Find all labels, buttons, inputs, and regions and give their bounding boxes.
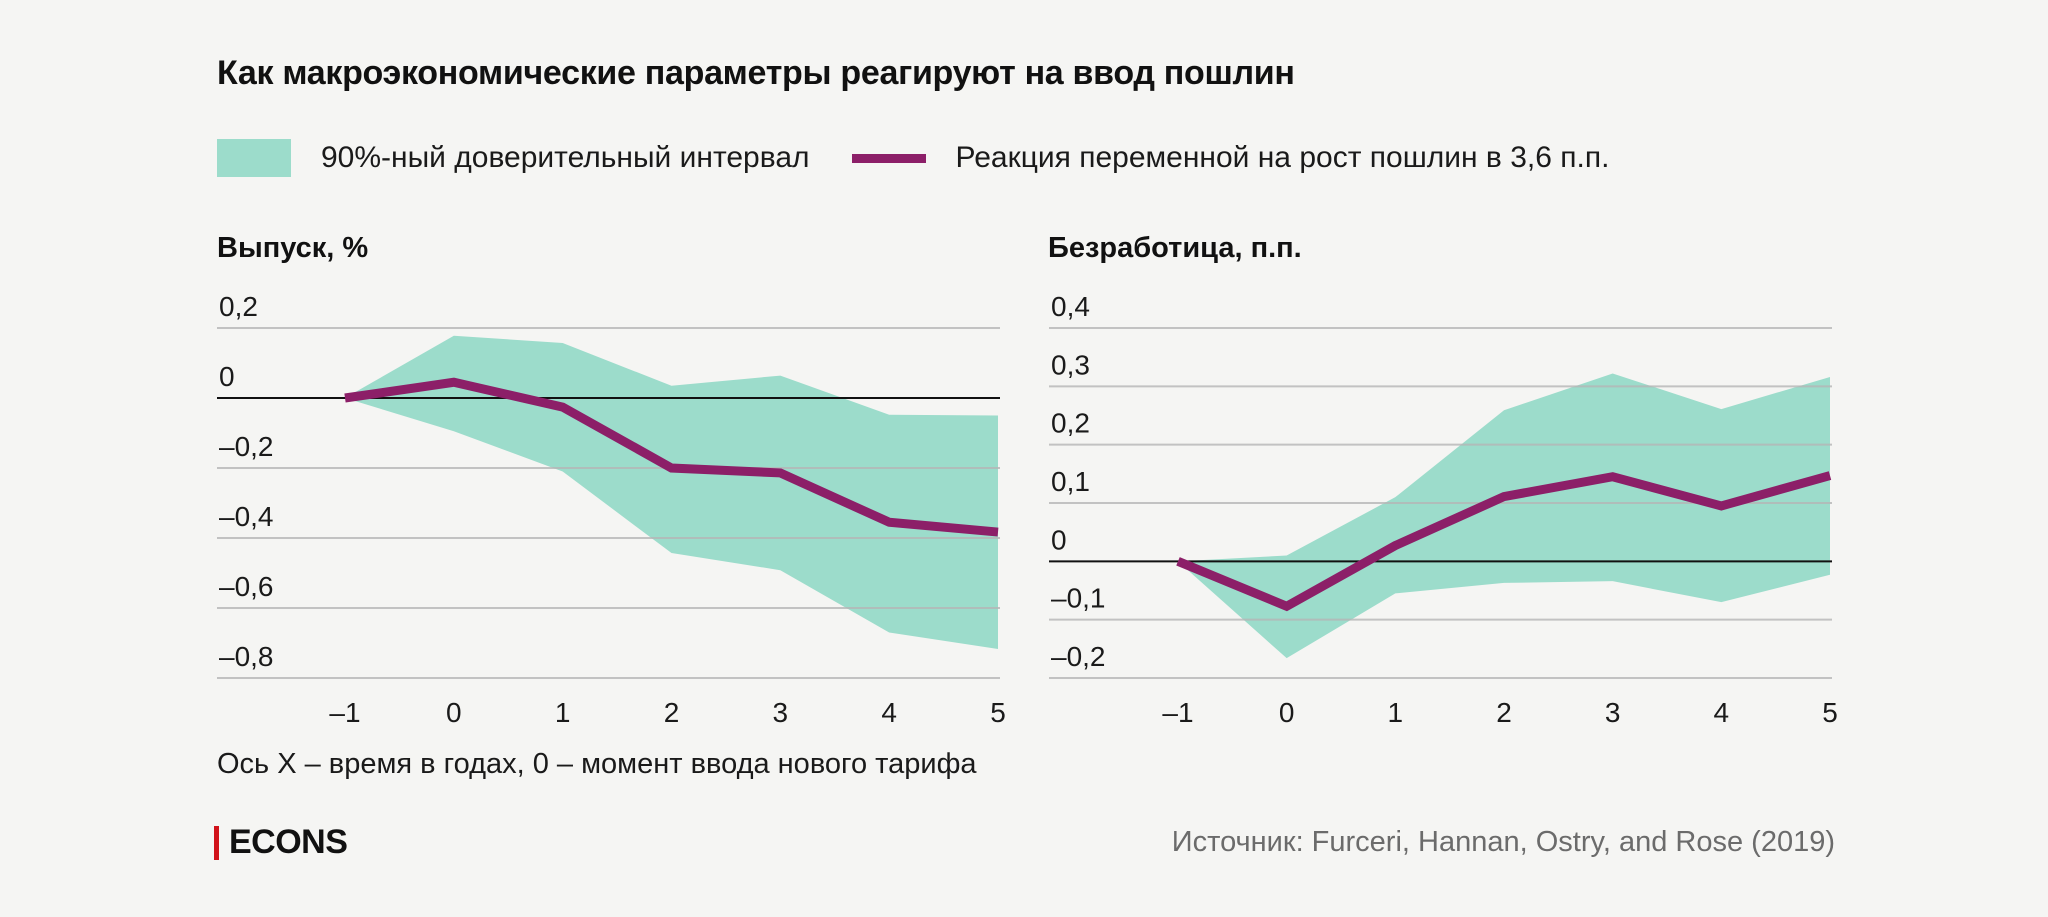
x-tick-label: 4 [1714, 697, 1730, 728]
x-tick-label: 2 [1496, 697, 1512, 728]
legend-line-swatch [851, 153, 926, 163]
x-tick-label: 3 [773, 697, 789, 728]
y-tick-label: –0,2 [219, 431, 274, 462]
legend: 90%-ный доверительный интервал Реакция п… [217, 138, 1609, 178]
y-tick-label: 0,2 [1051, 408, 1090, 439]
x-axis-note: Ось X – время в годах, 0 – момент ввода … [217, 748, 977, 780]
x-tick-label: 4 [881, 697, 897, 728]
x-tick-label: 5 [990, 697, 1006, 728]
y-tick-label: –0,1 [1051, 583, 1106, 614]
legend-band-label: 90%-ный доверительный интервал [321, 141, 810, 174]
y-tick-label: –0,6 [219, 571, 274, 602]
x-tick-label: 3 [1605, 697, 1621, 728]
response-line [1176, 471, 1832, 612]
legend-band-swatch [217, 139, 291, 177]
brand-name: ECONS [229, 823, 348, 861]
y-tick-label: 0,1 [1051, 466, 1090, 497]
y-tick-label: –0,4 [219, 501, 274, 532]
y-tick-label: 0,2 [219, 291, 258, 322]
x-tick-label: 0 [446, 697, 462, 728]
y-tick-label: 0,3 [1051, 349, 1090, 380]
y-tick-label: 0,4 [1051, 291, 1090, 322]
y-tick-label: –0,2 [1051, 641, 1106, 672]
panel-title-output: Выпуск, % [217, 232, 369, 264]
panel-title-unemployment: Безработица, п.п. [1048, 232, 1302, 264]
source-note: Источник: Furceri, Hannan, Ostry, and Ro… [1171, 826, 1835, 858]
x-tick-label: –1 [329, 697, 360, 728]
brand-bar-icon [214, 825, 219, 860]
x-tick-label: 1 [1388, 697, 1404, 728]
response-line [344, 377, 999, 537]
y-tick-label: 0 [219, 361, 235, 392]
x-tick-label: 2 [664, 697, 680, 728]
confidence-band [1178, 373, 1830, 659]
x-tick-label: 5 [1822, 697, 1838, 728]
confidence-band [345, 335, 998, 649]
x-tick-label: 0 [1279, 697, 1295, 728]
x-tick-label: –1 [1162, 697, 1193, 728]
x-tick-label: 1 [555, 697, 571, 728]
chart-title: Как макроэкономические параметры реагиру… [217, 54, 1295, 92]
legend-line-label: Реакция переменной на рост пошлин в 3,6 … [955, 141, 1610, 174]
y-tick-label: –0,8 [219, 641, 274, 672]
brand-logo: ECONS [214, 823, 348, 862]
y-tick-label: 0 [1051, 524, 1067, 555]
